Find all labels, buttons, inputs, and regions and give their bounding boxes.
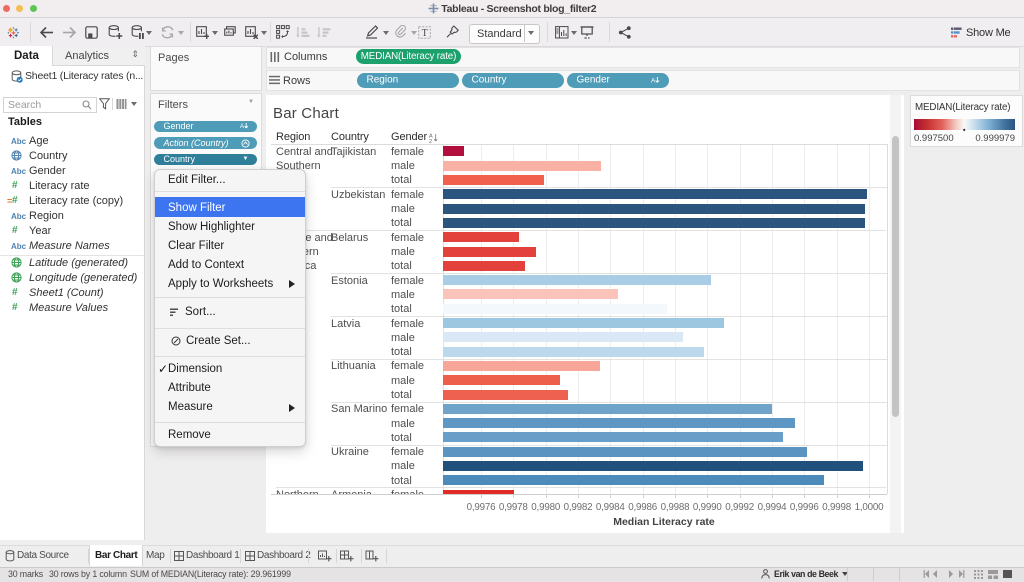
svg-text:T: T	[422, 28, 428, 39]
svg-text:A: A	[651, 78, 656, 85]
svg-text:2: 2	[429, 139, 432, 143]
svg-text:A: A	[240, 124, 244, 130]
svg-text:A: A	[429, 134, 433, 140]
